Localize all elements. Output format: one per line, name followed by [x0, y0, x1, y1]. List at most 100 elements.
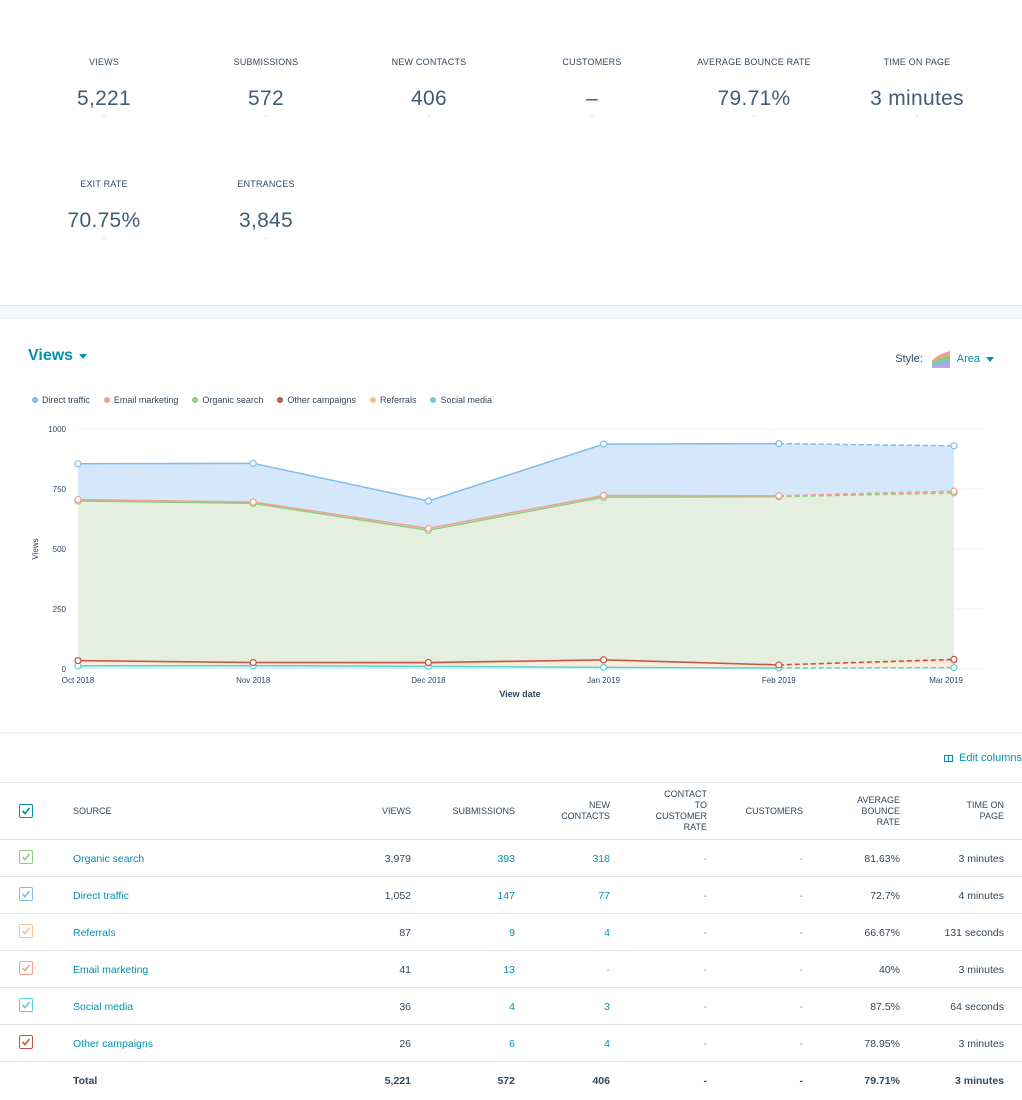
check-icon: [21, 927, 31, 935]
table-row: Direct traffic 1,052 147 77 - - 72.7% 4 minutes: [0, 877, 1022, 914]
cell-new-contacts[interactable]: 3: [604, 1001, 610, 1013]
kpi-summary-panel: VIEWS 5,221 - SUBMISSIONS 572 - NEW CONT…: [0, 0, 1022, 306]
cell-time: 3 minutes: [958, 1038, 1004, 1050]
data-point: [950, 655, 958, 663]
table-row: Referrals 87 9 4 - - 66.67% 131 seconds: [0, 914, 1022, 951]
select-all-checkbox[interactable]: [19, 804, 33, 818]
row-checkbox[interactable]: [19, 998, 33, 1012]
series-line-projected: [778, 490, 955, 497]
table-row: Other campaigns 26 6 4 - - 78.95% 3 minutes: [0, 1025, 1022, 1062]
legend-dot-icon: [32, 397, 38, 403]
column-header-source[interactable]: SOURCE: [73, 806, 112, 816]
column-header-bounce[interactable]: AVERAGE BOUNCE RATE: [857, 795, 900, 828]
cell-bounce: 87.5%: [870, 1001, 900, 1013]
x-tick-label: Nov 2018: [236, 676, 271, 685]
legend-item[interactable]: Direct traffic: [32, 395, 90, 405]
data-point: [599, 663, 608, 671]
metric-dropdown[interactable]: Views: [28, 347, 88, 365]
column-header-line: CONTACT: [664, 789, 707, 799]
cell-submissions[interactable]: 393: [497, 853, 515, 865]
check-mark: [21, 807, 31, 815]
column-header-line: RATE: [876, 817, 900, 827]
legend-item[interactable]: Other campaigns: [277, 395, 356, 405]
row-checkbox[interactable]: [19, 961, 33, 975]
legend-dot-icon: [369, 397, 376, 403]
cell-submissions[interactable]: 4: [509, 1001, 515, 1013]
edit-columns-label: Edit columns: [959, 752, 1022, 764]
cell-views: 87: [399, 927, 411, 939]
cell-views: 5,221: [384, 1075, 411, 1087]
source-link[interactable]: Referrals: [73, 927, 116, 939]
source-link[interactable]: Organic search: [73, 853, 145, 865]
source-link[interactable]: Direct traffic: [73, 890, 129, 902]
legend-item[interactable]: Social media: [430, 395, 492, 405]
chart-panel: Views Style: Area Direct traffic Email ma…: [0, 318, 1022, 732]
y-axis-label: Views: [31, 538, 40, 559]
kpi-change: -: [590, 111, 594, 122]
chart-style-dropdown[interactable]: Area: [931, 349, 994, 369]
chart-style-value: Area: [956, 353, 980, 365]
cell-views: 36: [399, 1001, 411, 1013]
data-point: [424, 658, 432, 667]
column-header-line: RATE: [683, 822, 707, 832]
legend-dot-icon: [192, 397, 199, 403]
column-header-ctc-rate[interactable]: CONTACT TO CUSTOMER RATE: [656, 789, 707, 833]
kpi-label: NEW CONTACTS: [391, 57, 467, 67]
edit-columns-button[interactable]: Edit columns: [944, 752, 1022, 764]
cell-submissions[interactable]: 6: [509, 1038, 515, 1050]
legend-dot-icon: [277, 397, 284, 403]
column-header-customers[interactable]: CUSTOMERS: [745, 806, 803, 816]
row-checkbox[interactable]: [19, 924, 33, 938]
kpi-label: ENTRANCES: [237, 179, 295, 189]
legend-item[interactable]: Email marketing: [103, 395, 178, 405]
data-point: [249, 658, 257, 667]
cell-ctc-rate: -: [703, 1075, 708, 1087]
row-checkbox[interactable]: [19, 1035, 33, 1049]
cell-ctc-rate: -: [703, 964, 708, 976]
column-header-submissions[interactable]: SUBMISSIONS: [452, 806, 515, 816]
column-header-line: CONTACTS: [561, 811, 610, 821]
cell-submissions[interactable]: 9: [509, 927, 515, 939]
cell-bounce: 66.67%: [864, 927, 900, 939]
x-tick-label: Mar 2019: [929, 676, 963, 685]
data-point: [775, 492, 783, 500]
row-checkbox[interactable]: [19, 887, 33, 901]
legend-dot-icon: [430, 397, 437, 403]
row-checkbox[interactable]: [19, 850, 33, 864]
cell-ctc-rate: -: [703, 1038, 708, 1050]
cell-submissions[interactable]: 13: [503, 964, 515, 976]
legend-item[interactable]: Organic search: [192, 395, 263, 405]
check-icon: [21, 890, 31, 898]
cell-customers: -: [799, 1001, 804, 1013]
column-header-new-contacts[interactable]: NEW CONTACTS: [561, 800, 610, 822]
column-header-time-on-page[interactable]: TIME ON PAGE: [967, 800, 1005, 822]
check-mark: [21, 890, 31, 898]
kpi-value: 572: [248, 87, 284, 110]
column-header-views[interactable]: VIEWS: [381, 806, 411, 816]
cell-new-contacts[interactable]: 318: [592, 853, 610, 865]
cell-new-contacts[interactable]: 4: [604, 927, 610, 939]
legend-item[interactable]: Referrals: [369, 395, 416, 405]
kpi-change: -: [264, 233, 268, 244]
cell-submissions[interactable]: 147: [497, 890, 515, 902]
kpi-value: –: [586, 87, 598, 110]
area-band-organic-search: [78, 492, 954, 665]
kpi-label: SUBMISSIONS: [233, 57, 299, 67]
kpi-views: VIEWS 5,221 -: [23, 57, 185, 122]
table-row: Organic search 3,979 393 318 - - 81.63% 3 minut…: [0, 840, 1022, 877]
x-tick-label: Oct 2018: [62, 676, 95, 685]
kpi-value: 3,845: [238, 209, 294, 232]
cell-new-contacts[interactable]: 77: [598, 890, 610, 902]
cell-time: 3 minutes: [958, 853, 1004, 865]
cell-customers: -: [799, 853, 804, 865]
columns-icon: [944, 754, 954, 762]
source-link[interactable]: Email marketing: [73, 964, 149, 976]
chart-style-control: Style: Area: [895, 349, 994, 369]
y-tick-label: 500: [53, 545, 67, 554]
cell-new-contacts[interactable]: 4: [604, 1038, 610, 1050]
kpi-value: 79.71%: [717, 87, 791, 110]
kpi-label: AVERAGE BOUNCE RATE: [697, 57, 811, 67]
source-link[interactable]: Other campaigns: [73, 1038, 153, 1050]
source-link[interactable]: Social media: [73, 1001, 134, 1013]
kpi-exit-rate: EXIT RATE 70.75% -: [23, 179, 185, 244]
